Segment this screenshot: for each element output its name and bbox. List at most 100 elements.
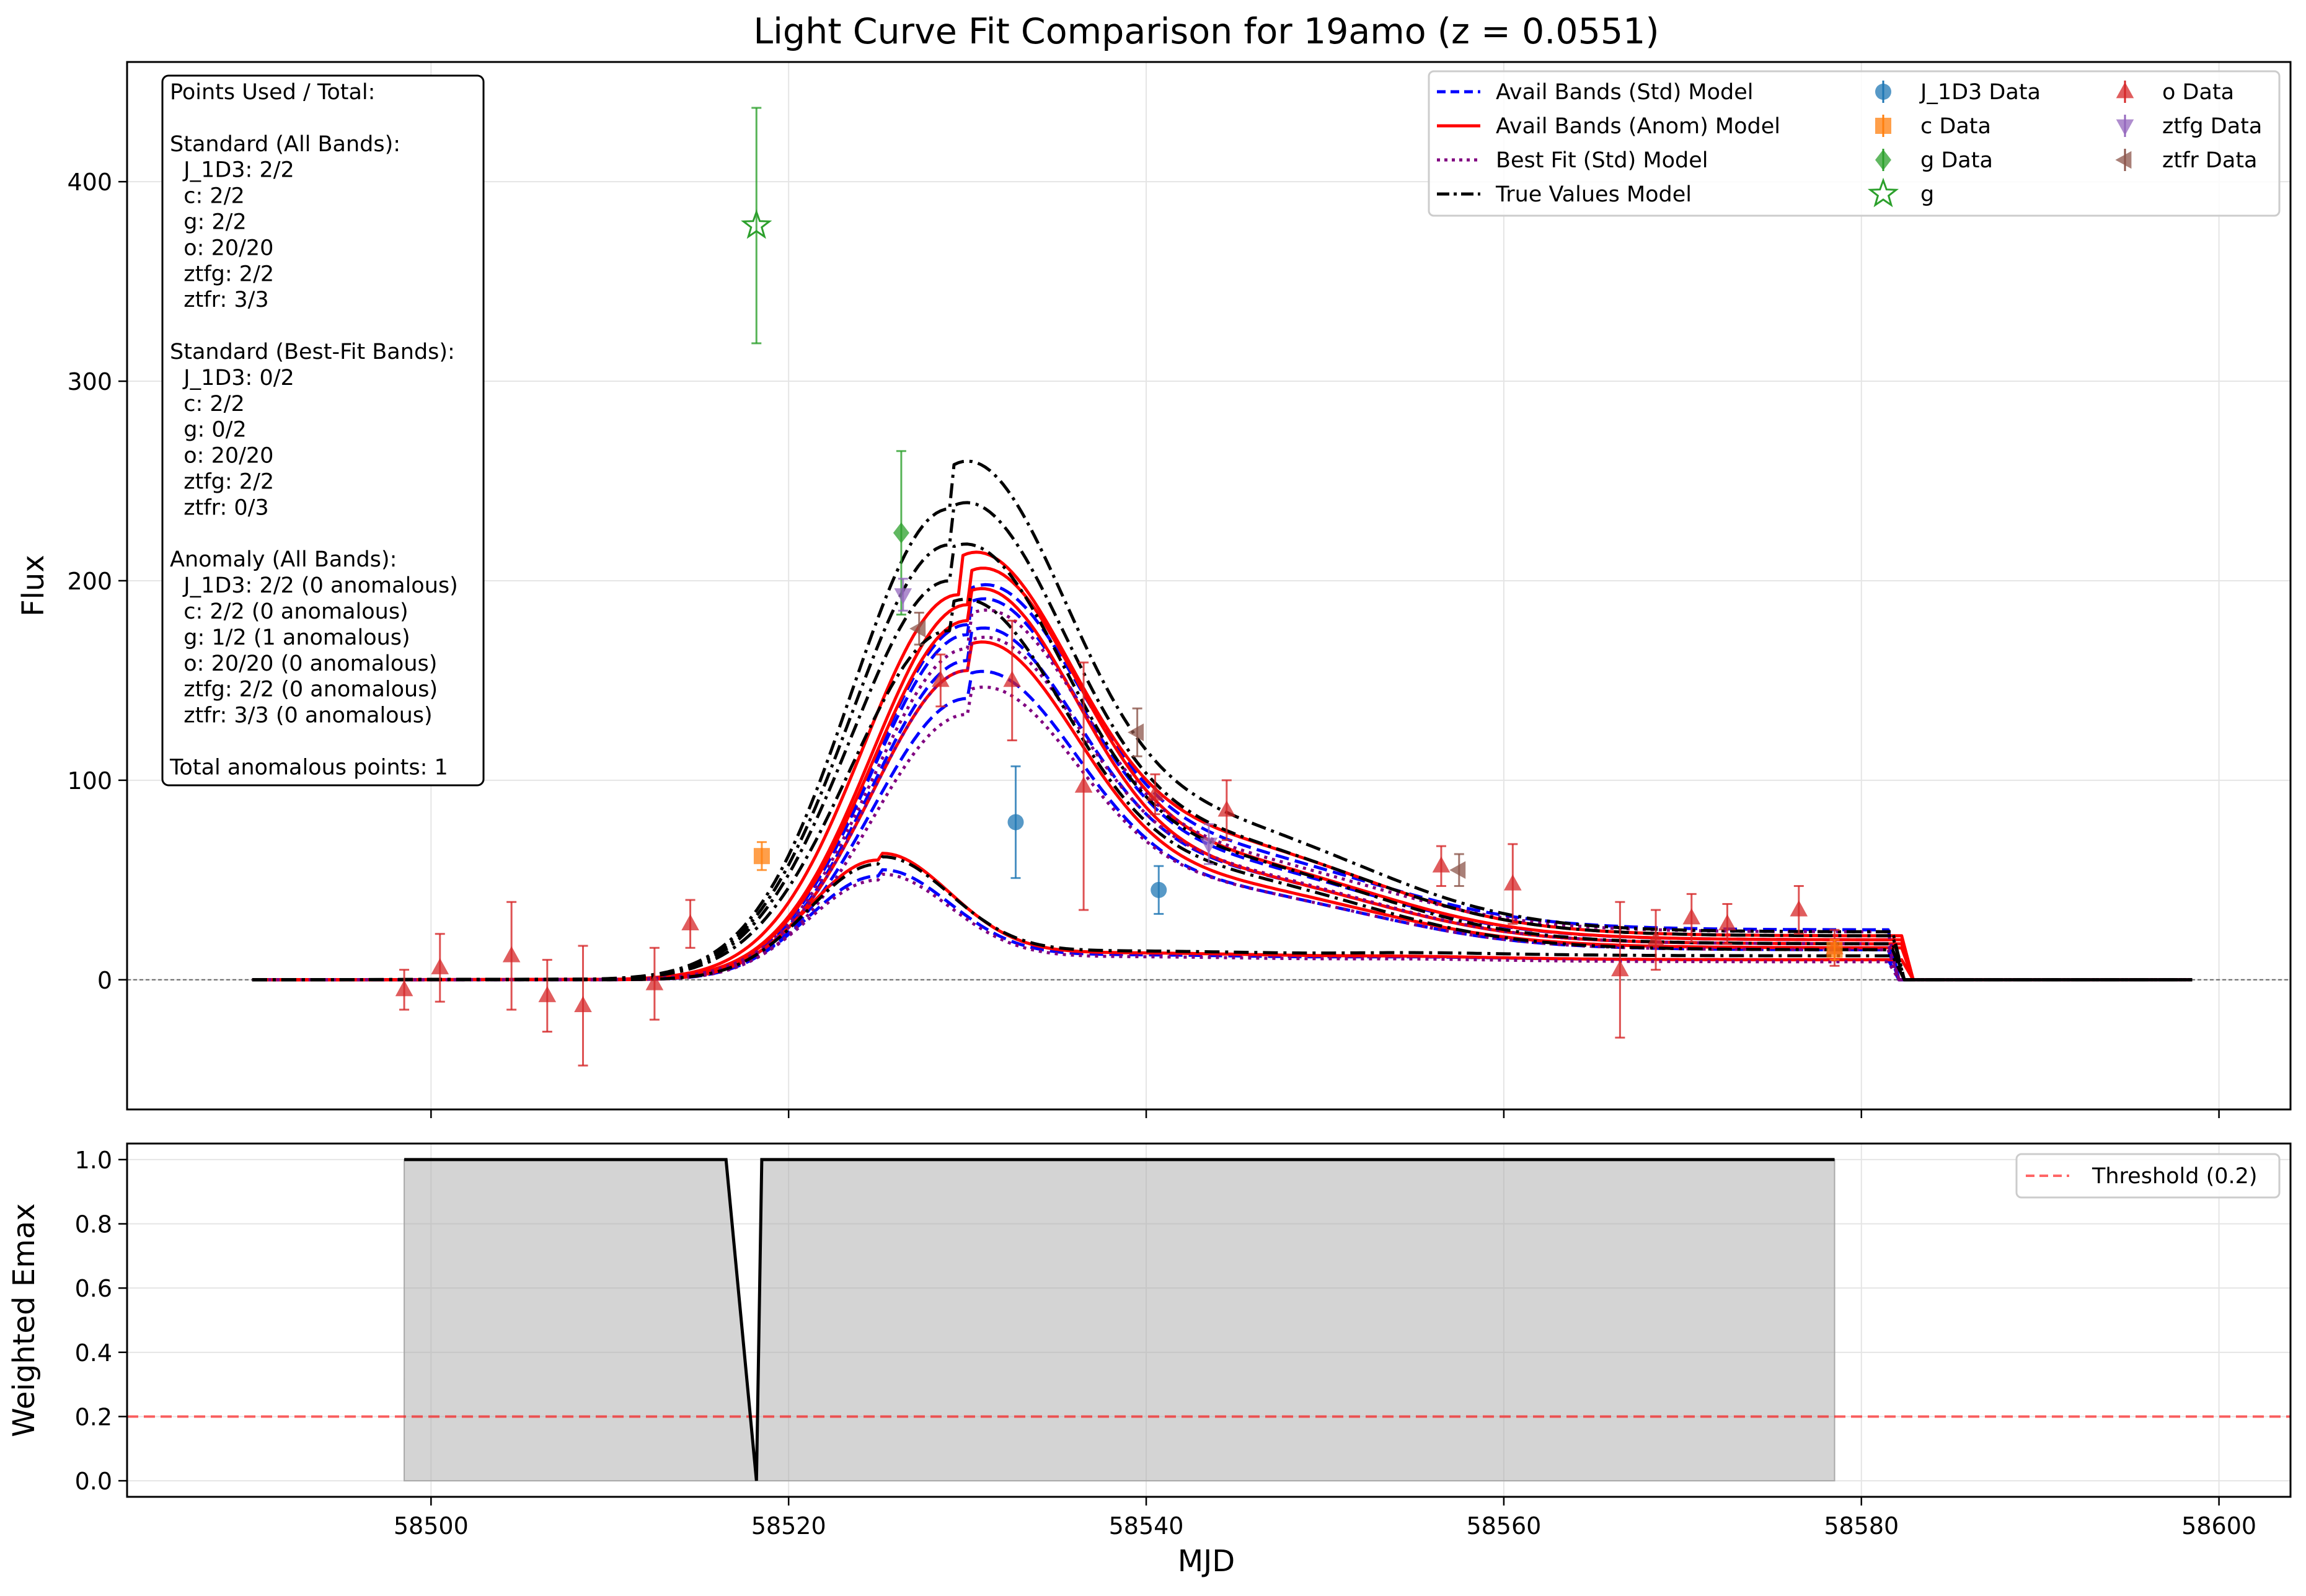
emax-fill-area — [404, 1158, 1836, 1482]
legend-item: Avail Bands (Std) Model — [1437, 80, 1754, 105]
summary-line: g: 2/2 — [170, 210, 247, 235]
model-curve-true-values-model — [252, 855, 2193, 982]
legend-label: J_1D3 Data — [1919, 80, 2041, 105]
legend-marker-swatch — [1875, 84, 1891, 100]
data-point-o — [395, 969, 413, 1011]
legend-marker-swatch — [2116, 82, 2134, 99]
legend-item: Threshold (0.2) — [2026, 1164, 2258, 1189]
model-curve-best-fit-std-model — [252, 873, 2193, 982]
data-point-g — [893, 450, 909, 616]
data-marker — [645, 974, 664, 990]
data-point-o — [1611, 901, 1629, 1039]
data-marker — [1003, 671, 1022, 687]
data-marker — [1682, 908, 1701, 925]
legend-item: o Data — [2116, 80, 2234, 105]
summary-line: J_1D3: 2/2 — [170, 158, 294, 183]
data-marker — [1504, 874, 1522, 891]
legend-label: Threshold (0.2) — [2092, 1164, 2258, 1189]
data-point-o — [502, 901, 521, 1011]
data-point-o — [1217, 779, 1236, 841]
data-point-c — [753, 841, 770, 871]
data-point-ztfg — [894, 578, 912, 612]
data-marker — [932, 671, 950, 687]
legend-marker-swatch — [2116, 119, 2134, 136]
data-marker — [395, 980, 413, 997]
x-tick-label: 58600 — [2181, 1512, 2256, 1540]
summary-line: g: 1/2 (1 anomalous) — [170, 625, 410, 650]
summary-line: ztfg: 2/2 — [170, 262, 274, 286]
data-marker — [894, 588, 912, 605]
data-marker — [1432, 856, 1451, 873]
data-marker — [1217, 800, 1236, 817]
legend-item: g — [1867, 177, 1934, 208]
summary-line: Total anomalous points: 1 — [169, 755, 448, 780]
data-point-o — [574, 945, 592, 1067]
bottom-y-tick-label: 0.8 — [75, 1211, 112, 1238]
top-plot-frame — [126, 61, 2292, 1111]
top-y-tick-label: 100 — [67, 767, 112, 795]
model-curve-true-values-model — [252, 459, 2193, 982]
data-point-o — [431, 933, 449, 1003]
data-point-ztfr — [909, 611, 926, 646]
model-curve-best-fit-std-model — [252, 686, 2193, 982]
model-curve-true-values-model — [252, 597, 2193, 982]
data-point-o — [1682, 893, 1701, 943]
legend-item: J_1D3 Data — [1875, 80, 2041, 105]
summary-line: o: 20/20 — [170, 236, 273, 260]
summary-line: Standard (All Bands): — [170, 132, 400, 157]
summary-line: Standard (Best-Fit Bands): — [170, 340, 455, 364]
data-point-j-1d3 — [1151, 865, 1167, 915]
bottom-y-tick-label: 0.4 — [75, 1339, 112, 1367]
data-marker — [1074, 776, 1093, 793]
legend-item: ztfg Data — [2116, 114, 2262, 139]
bottom-y-tick-label: 0.6 — [75, 1275, 112, 1302]
legend-item: g Data — [1875, 148, 1993, 173]
x-axis-label: MJD — [1178, 1544, 1235, 1579]
bottom-y-axis-label: Weighted Emax — [7, 1203, 42, 1437]
data-marker — [502, 946, 521, 963]
legend-label: Avail Bands (Std) Model — [1496, 80, 1754, 105]
top-y-axis-label: Flux — [16, 555, 51, 617]
top-y-tick-label: 0 — [97, 967, 112, 994]
summary-line: g: 0/2 — [170, 418, 247, 443]
legend-label: Avail Bands (Anom) Model — [1496, 114, 1780, 139]
legend-item: ztfr Data — [2115, 148, 2258, 173]
summary-line: Points Used / Total: — [170, 80, 375, 105]
legend-label: ztfr Data — [2162, 148, 2258, 173]
top-plot-panel: 0 100 200 300 400 Flux Points Used / Total: S… — [16, 61, 2292, 1118]
data-marker — [741, 209, 772, 239]
data-point-ztfg — [1199, 823, 1218, 865]
data-point-o — [1074, 661, 1093, 911]
summary-line: ztfr: 0/3 — [170, 495, 269, 520]
top-legend: Avail Bands (Std) Model Avail Bands (Anom… — [1428, 70, 2281, 217]
data-point-o — [932, 653, 950, 708]
data-marker — [538, 985, 557, 1002]
summary-line: Anomaly (All Bands): — [170, 547, 397, 572]
model-curve-avail-bands-std-model — [252, 868, 2193, 982]
model-curve-true-values-model — [252, 501, 2193, 982]
summary-line: ztfg: 2/2 — [170, 470, 274, 495]
data-marker — [1007, 814, 1024, 831]
bottom-plot-panel: 58500 58520 58540 58560 58580 58600 0.0 0.2 0.4 0… — [7, 1142, 2292, 1579]
data-point-o — [1003, 619, 1022, 741]
data-point-o — [645, 946, 664, 1021]
bottom-y-tick-label: 0.0 — [75, 1468, 112, 1495]
summary-line: ztfr: 3/3 — [170, 288, 269, 312]
data-point-o — [1718, 902, 1736, 945]
bottom-legend: Threshold (0.2) — [2015, 1153, 2281, 1199]
legend-label: ztfg Data — [2162, 114, 2262, 139]
legend-item: Best Fit (Std) Model — [1437, 148, 1708, 173]
data-point-j-1d3 — [1007, 765, 1024, 880]
data-marker — [1646, 930, 1665, 946]
top-y-tick-label: 200 — [67, 568, 112, 595]
summary-line: o: 20/20 — [170, 444, 273, 469]
data-marker — [1718, 914, 1736, 931]
model-curve-best-fit-std-model — [252, 608, 2193, 982]
legend-item: Avail Bands (Anom) Model — [1437, 114, 1780, 139]
x-tick-label: 58500 — [394, 1512, 469, 1540]
data-point-o — [538, 959, 557, 1033]
legend-label: o Data — [2162, 80, 2234, 105]
data-marker — [893, 522, 909, 544]
data-marker — [909, 619, 926, 638]
